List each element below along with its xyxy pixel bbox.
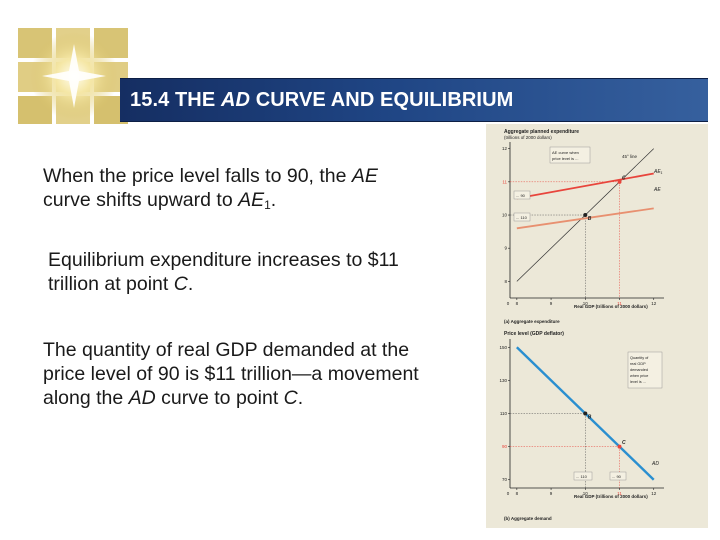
- bot-xtick-label: 8: [516, 491, 519, 496]
- top-ae1-line: [516, 172, 654, 200]
- bot-point-b-label: B: [588, 415, 592, 421]
- bottom-tag-90: ... 90: [609, 471, 627, 481]
- bot-xtick-label: 11: [617, 491, 622, 496]
- top-tag-110: ... 110: [513, 212, 531, 222]
- bot-xtick-label: 10: [583, 491, 589, 496]
- bottom-callout: Quantity of real GDP demanded when price…: [627, 351, 663, 389]
- top-axes: [509, 142, 664, 299]
- svg-text:level is ...: level is ...: [630, 380, 646, 384]
- svg-text:Quantity of: Quantity of: [630, 356, 649, 360]
- top-xtick-label: 10: [583, 301, 589, 306]
- bottom-tag-110: ... 110: [573, 471, 593, 481]
- line-45-label: 45° line: [622, 154, 638, 159]
- bot-xtick-label: 0: [507, 491, 510, 496]
- bot-point-b: [583, 411, 588, 416]
- ae-ad-figure: Aggregate planned expenditure (trillions…: [486, 124, 708, 528]
- top-ytick-label: 9: [504, 246, 507, 251]
- top-point-c-label: C: [622, 175, 626, 181]
- top-callout-line2: price level is ...: [552, 156, 578, 161]
- top-ytick-label: 8: [504, 279, 507, 284]
- svg-text:... 90: ... 90: [516, 193, 526, 198]
- bullet-equilibrium-expenditure: Equilibrium expenditure increases to $11…: [48, 249, 399, 295]
- svg-text:real GDP: real GDP: [630, 362, 646, 366]
- bottom-caption: (b) Aggregate demand: [504, 516, 552, 521]
- svg-text:when price: when price: [630, 374, 648, 378]
- svg-text:... 110: ... 110: [576, 474, 588, 479]
- top-ylabel-line1: Aggregate planned expenditure: [504, 129, 579, 135]
- bullet-quantity-demanded: The quantity of real GDP demanded at the…: [43, 339, 419, 409]
- top-callout: AE curve when price level is ...: [549, 146, 591, 164]
- title-bar: 15.4 THE AD CURVE AND EQUILIBRIUM: [120, 78, 708, 122]
- top-point-b-label: B: [588, 216, 592, 222]
- bot-ytick-label: 110: [500, 411, 508, 416]
- top-tag-90: ... 90: [513, 190, 531, 200]
- top-xlabel: Real GDP (trillions of 2000 dollars): [574, 304, 648, 309]
- bullet-price-level-falls: When the price level falls to 90, the AE…: [43, 165, 378, 212]
- svg-text:demanded: demanded: [630, 368, 648, 372]
- top-xtick-label: 11: [617, 301, 622, 306]
- top-point-b: [583, 213, 588, 218]
- top-ytick-label: 12: [502, 146, 508, 151]
- top-ytick-label: 11: [502, 179, 507, 184]
- svg-text:... 90: ... 90: [612, 474, 622, 479]
- bot-ytick-label: 90: [502, 444, 508, 449]
- top-ytick-label: 10: [502, 213, 508, 218]
- svg-text:... 110: ... 110: [516, 215, 528, 220]
- slide-title: 15.4 THE AD CURVE AND EQUILIBRIUM: [130, 89, 514, 111]
- logo: [18, 28, 128, 124]
- top-ylabel-line2: (trillions of 2000 dollars): [504, 135, 552, 140]
- top-caption: (a) Aggregate expenditure: [504, 319, 560, 324]
- bot-ytick-label: 130: [499, 378, 507, 383]
- bot-xtick-label: 12: [651, 491, 657, 496]
- bottom-ylabel: Price level (GDP deflator): [504, 331, 564, 337]
- top-xtick-label: 9: [550, 301, 553, 306]
- top-xtick-label: 8: [516, 301, 519, 306]
- top-callout-line1: AE curve when: [552, 150, 579, 155]
- ae1-label: AE1: [653, 169, 663, 175]
- top-xtick-label: 0: [507, 301, 510, 306]
- top-point-c: [617, 179, 622, 184]
- ae-label: AE: [653, 187, 661, 193]
- bot-ytick-label: 150: [499, 345, 507, 350]
- bottom-xlabel: Real GDP (trillions of 2000 dollars): [574, 494, 648, 499]
- top-ae-line: [516, 207, 654, 230]
- bot-xtick-label: 9: [550, 491, 553, 496]
- bot-point-c-label: C: [622, 440, 626, 446]
- bot-ytick-label: 70: [502, 477, 508, 482]
- ad-label: AD: [651, 461, 659, 467]
- bot-point-c: [617, 444, 622, 449]
- top-xtick-label: 12: [651, 301, 657, 306]
